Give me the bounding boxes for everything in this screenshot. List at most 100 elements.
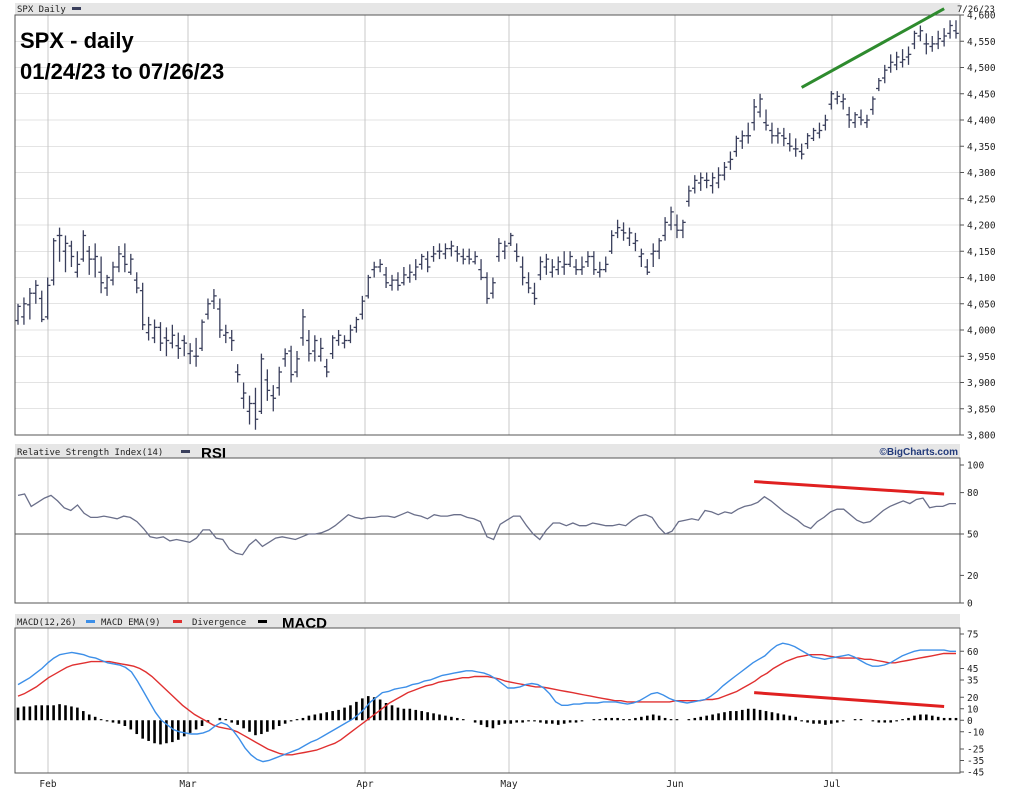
ohlc-bar <box>460 248 467 265</box>
ohlc-bar <box>80 230 87 262</box>
divergence-histogram <box>16 696 958 745</box>
ohlc-bar <box>674 214 680 239</box>
price-panel-frame <box>14 14 961 436</box>
ohlc-bar <box>876 78 882 92</box>
ohlc-bar <box>312 335 318 362</box>
ohlc-bar <box>365 274 372 299</box>
ohlc-bar <box>786 133 793 152</box>
ohlc-bar <box>199 319 205 351</box>
macd-header-title: MACD(12,26) <box>17 618 77 628</box>
ohlc-bar <box>573 259 579 275</box>
ohlc-bar <box>329 335 336 359</box>
price-y-tick-label: 3,850 <box>967 404 996 415</box>
x-axis-month-label: Jul <box>823 779 840 790</box>
ohlc-bar <box>680 219 686 239</box>
price-y-tick-label: 3,800 <box>967 431 996 442</box>
ohlc-bar <box>317 337 324 362</box>
ohlc-bar <box>816 122 823 139</box>
rsi-y-tick-label: 80 <box>967 488 979 499</box>
rsi-divergence-trendline <box>754 480 945 496</box>
ohlc-bar <box>359 295 366 320</box>
price-y-tick-label: 4,000 <box>967 326 996 337</box>
ohlc-bar <box>923 33 930 55</box>
price-y-tick-label: 4,500 <box>967 63 996 74</box>
ohlc-bar <box>44 277 51 320</box>
ohlc-bar <box>98 256 104 294</box>
ohlc-bar <box>561 251 567 275</box>
macd-y-tick-label: -35 <box>967 756 984 767</box>
ohlc-bar <box>947 20 953 39</box>
ohlc-bar <box>151 319 158 344</box>
rsi-y-tick-label: 100 <box>967 461 984 472</box>
ohlc-bar <box>549 259 556 278</box>
ohlc-bar <box>418 253 425 270</box>
headline-symbol: SPX - daily <box>20 28 134 53</box>
ohlc-bar <box>881 64 888 84</box>
macd-y-tick-label: 75 <box>967 630 978 641</box>
ohlc-bar <box>110 261 116 286</box>
ohlc-bar <box>691 175 698 194</box>
ohlc-bar <box>668 206 674 231</box>
ohlc-bar <box>620 222 627 241</box>
ohlc-bar <box>810 127 817 141</box>
ohlc-bar <box>270 385 277 412</box>
ohlc-bar <box>763 109 769 131</box>
ohlc-bar <box>804 133 811 149</box>
ohlc-bar <box>145 316 152 341</box>
ohlc-bar <box>899 49 906 68</box>
macd-header-bar <box>15 614 960 628</box>
ohlc-bar <box>644 259 651 275</box>
ohlc-bar <box>282 348 288 367</box>
ohlc-bar <box>347 324 354 344</box>
price-y-ticks: 4,600 4,550 4,500 4,450 4,400 4,350 4,300 4,250… <box>960 11 996 442</box>
ohlc-bar <box>466 248 472 265</box>
ohlc-bar <box>27 288 33 320</box>
ohlc-bar <box>389 274 395 291</box>
ohlc-bar <box>300 309 306 346</box>
ohlc-bar <box>543 253 550 275</box>
ohlc-bar <box>591 251 597 275</box>
ohlc-bar <box>781 127 787 147</box>
ohlc-bar <box>335 330 342 346</box>
price-y-tick-label: 3,900 <box>967 378 996 389</box>
ohlc-bar <box>935 30 941 50</box>
ohlc-bar <box>662 217 668 241</box>
ohlc-bar <box>697 172 704 191</box>
ohlc-bar <box>721 162 728 181</box>
rsi-panel-frame <box>14 457 961 604</box>
price-date-label: 7/26/23 <box>957 5 995 15</box>
ohlc-bar <box>56 227 63 262</box>
ohlc-bar <box>442 243 449 260</box>
ohlc-bar <box>840 93 847 110</box>
ohlc-bar <box>234 364 241 383</box>
ohlc-bar <box>626 227 633 246</box>
macd-y-tick-label: 10 <box>967 704 979 715</box>
ohlc-bar <box>727 151 734 170</box>
ohlc-bar <box>240 382 247 409</box>
ohlc-bar <box>193 337 199 367</box>
ohlc-bar <box>104 274 110 296</box>
ohlc-bar <box>846 106 852 128</box>
price-bars <box>15 20 959 430</box>
ohlc-bar <box>86 246 93 275</box>
ohlc-bar <box>276 366 283 396</box>
rsi-y-tick-label: 20 <box>967 571 979 582</box>
ohlc-bar <box>745 122 752 144</box>
price-header-title: SPX Daily <box>17 5 66 15</box>
price-y-tick-label: 4,200 <box>967 221 996 232</box>
rsi-big-label: RSI <box>201 445 226 462</box>
ohlc-bar <box>953 20 959 39</box>
macd-legend-swatch <box>86 620 95 623</box>
macd-y-tick-label: 20 <box>967 693 979 704</box>
x-axis-month-label: Mar <box>179 779 196 790</box>
rsi-series-line <box>17 493 956 556</box>
ohlc-bar <box>353 316 360 333</box>
ohlc-bar <box>828 91 835 110</box>
ohlc-bar <box>472 251 478 265</box>
ohlc-bar <box>50 238 57 286</box>
ema-legend-swatch <box>173 620 182 623</box>
ohlc-bar <box>122 243 128 273</box>
price-y-tick-label: 4,400 <box>967 116 996 127</box>
price-uptrend-line <box>800 7 945 89</box>
ohlc-bar <box>525 272 532 294</box>
